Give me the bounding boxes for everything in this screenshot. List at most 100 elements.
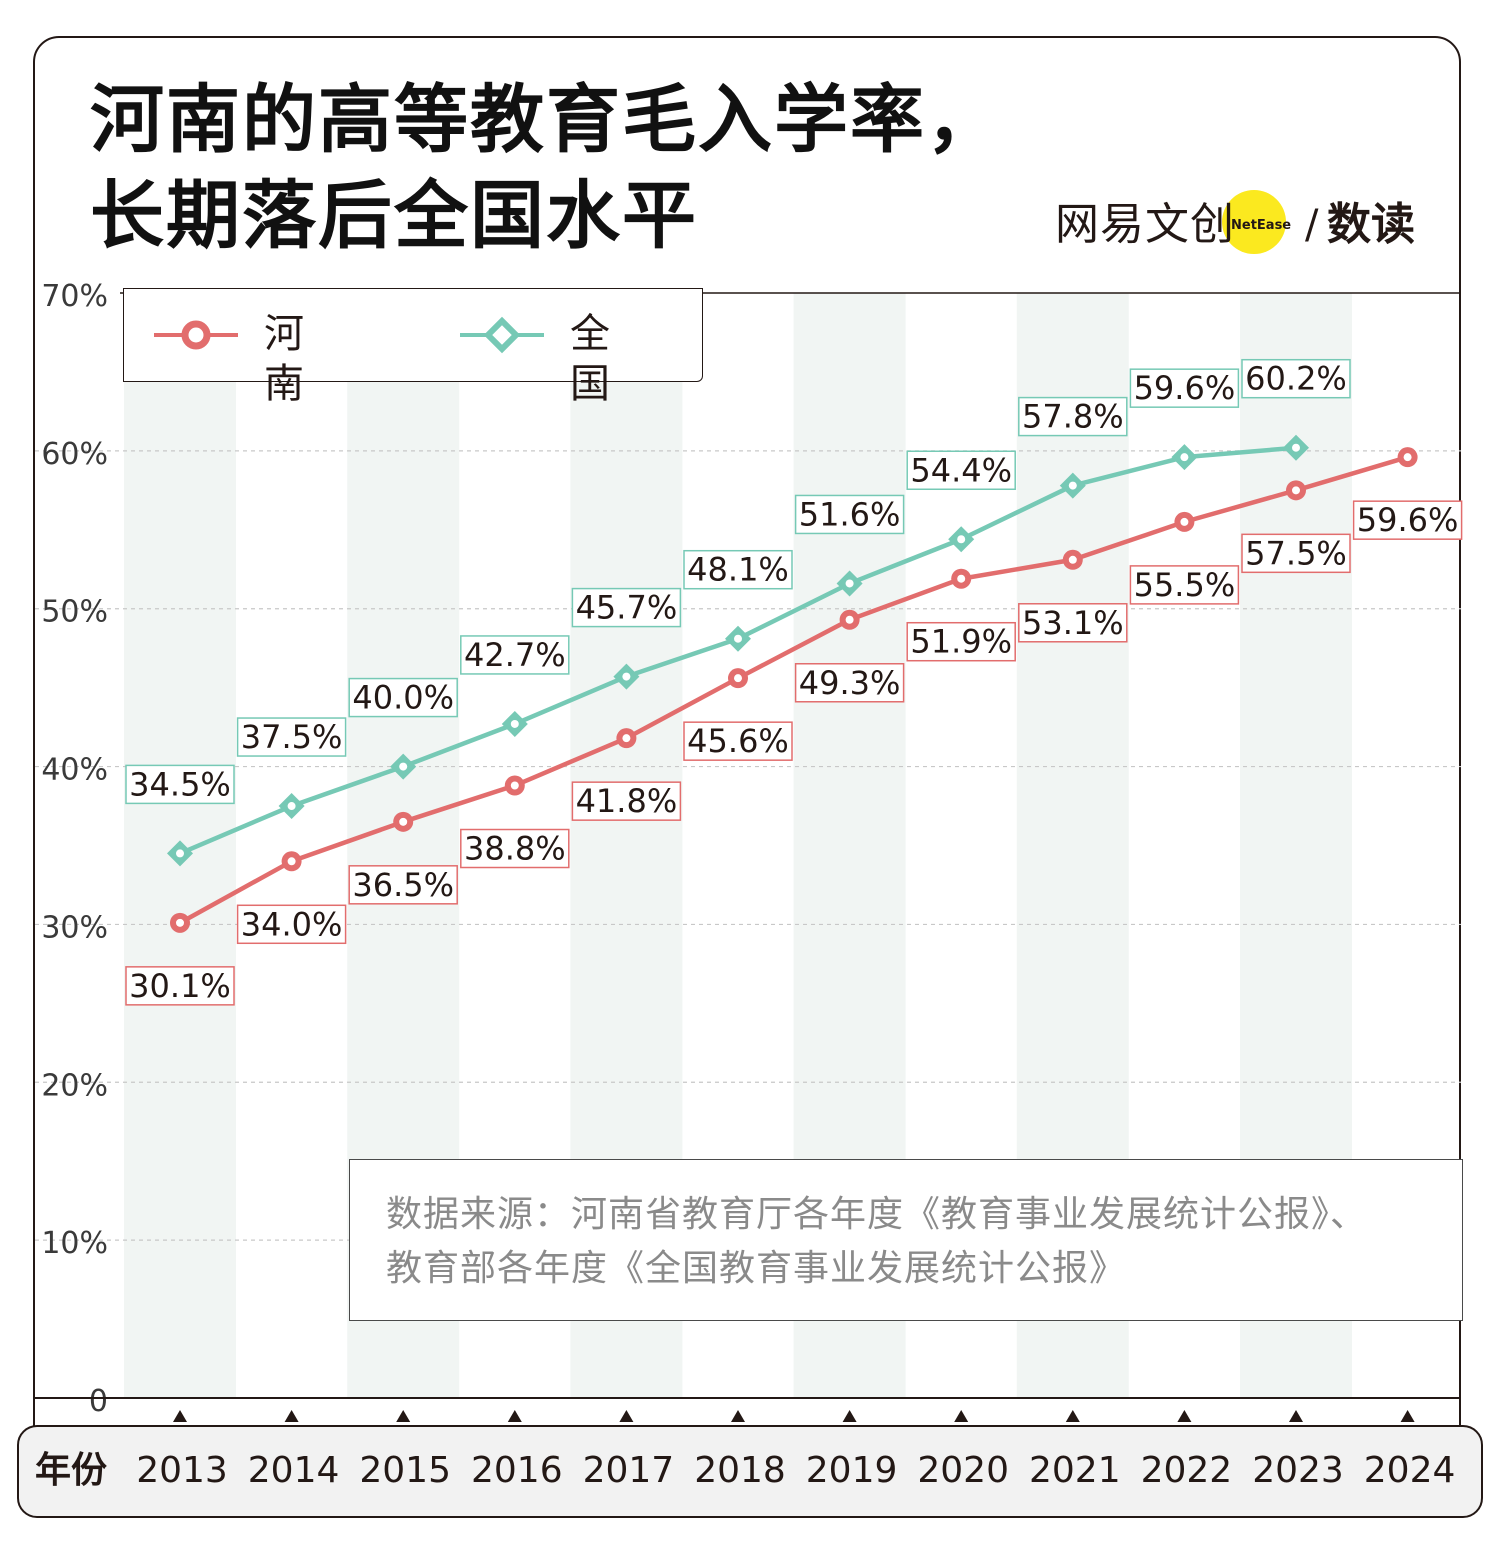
x-tick-marker — [284, 1410, 299, 1422]
data-label-box — [1129, 368, 1240, 408]
data-label: 38.8% — [464, 830, 566, 868]
x-tick-marker — [731, 1410, 745, 1422]
data-label-box — [1129, 565, 1240, 605]
x-tick-marker — [396, 1410, 411, 1422]
x-tick-marker — [507, 1410, 522, 1422]
x-axis-bar: 年份 2013 2014 2015 2016 2017 2018 2019 2020 2021 2… — [17, 1425, 1483, 1518]
x-tick-label: 2024 — [1363, 1450, 1456, 1491]
brand-netease: NetEase — [1231, 218, 1292, 233]
data-label: 53.1% — [1022, 604, 1124, 642]
x-tick-marker — [1177, 1410, 1192, 1422]
data-label-box — [906, 450, 1016, 491]
data-label-box — [794, 663, 905, 703]
x-tick-label: 2022 — [1140, 1450, 1233, 1491]
data-label-box — [460, 635, 570, 675]
data-label-box — [125, 966, 235, 1006]
legend: 河南 全国 — [123, 288, 703, 407]
data-point-center — [622, 672, 631, 681]
data-label: 57.5% — [1245, 534, 1347, 572]
data-point-center — [622, 734, 631, 743]
data-label-box — [236, 717, 347, 757]
data-label-box — [1018, 396, 1128, 437]
data-point-center — [1180, 517, 1189, 526]
y-tick-label: 30% — [41, 910, 108, 945]
data-label: 45.6% — [687, 722, 789, 760]
legend-item-national: 全国 — [458, 307, 610, 407]
data-label-box — [794, 494, 905, 535]
y-tick-label: 70% — [41, 279, 108, 314]
brand-name: 网易文创 — [1055, 199, 1235, 250]
data-point-center — [287, 857, 296, 866]
brand-logo: 网易文创 NetEase / 数读 — [1055, 190, 1435, 260]
data-label: 51.9% — [910, 623, 1012, 661]
title-line-2: 长期落后全国水平 — [90, 173, 698, 259]
data-label-box — [348, 677, 458, 718]
chart-title: 河南的高等教育毛入学率， 长期落后全国水平 — [90, 72, 1002, 264]
data-label: 30.1% — [129, 967, 231, 1005]
y-tick-label: 60% — [41, 437, 108, 472]
data-label: 55.5% — [1134, 566, 1236, 604]
data-point-center — [957, 535, 966, 544]
x-tick-label: 2023 — [1252, 1450, 1344, 1491]
brand-slash: / — [1305, 202, 1319, 248]
brand-sub: 数读 — [1327, 199, 1415, 250]
data-point-center — [1403, 453, 1412, 462]
data-label-box — [460, 828, 570, 869]
data-label: 54.4% — [910, 451, 1012, 489]
data-label: 59.6% — [1134, 369, 1236, 407]
data-label-box — [906, 621, 1016, 662]
x-tick-label: 2013 — [136, 1450, 228, 1491]
y-tick-label: 0 — [89, 1384, 108, 1419]
data-label: 34.5% — [129, 765, 231, 803]
data-point-center — [287, 802, 296, 811]
data-label: 57.8% — [1022, 398, 1124, 436]
x-tick-marker — [842, 1410, 857, 1422]
data-point-center — [734, 674, 742, 683]
x-tick-label: 2015 — [359, 1450, 451, 1491]
x-tick-marker — [619, 1410, 634, 1422]
data-label: 60.2% — [1245, 360, 1347, 398]
data-label-box — [683, 549, 793, 590]
data-point-center — [845, 579, 854, 588]
x-tick-label: 2018 — [694, 1450, 786, 1491]
series-line-0 — [178, 455, 1409, 925]
data-label: 59.6% — [1357, 501, 1459, 539]
data-label: 49.3% — [799, 664, 901, 702]
x-tick-label: 2014 — [247, 1450, 340, 1491]
x-tick-label: 2021 — [1028, 1450, 1121, 1491]
data-point-center — [176, 849, 184, 858]
data-label: 42.7% — [464, 636, 566, 674]
x-tick-marker — [954, 1410, 969, 1422]
source-line-2: 教育部各年度《全国教育事业发展统计公报》 — [386, 1248, 1127, 1289]
data-label-box — [571, 587, 682, 628]
x-tick-label: 2017 — [582, 1450, 675, 1491]
source-line-1: 数据来源：河南省教育厅各年度《教育事业发展统计公报》、 — [386, 1194, 1368, 1235]
data-point-center — [845, 615, 854, 624]
data-label-box — [1018, 603, 1128, 643]
data-label-box — [1241, 358, 1351, 399]
data-point-center — [399, 817, 408, 826]
data-point-center — [734, 634, 742, 643]
legend-label-henan: 河南 — [264, 311, 304, 407]
data-point-center — [1180, 453, 1189, 462]
brand-dot-icon — [1222, 190, 1286, 254]
legend-diamond-marker-icon — [460, 316, 544, 354]
data-label-box — [683, 721, 793, 761]
y-tick-label: 10% — [41, 1226, 108, 1261]
data-label: 40.0% — [352, 679, 454, 717]
data-label-box — [1241, 533, 1351, 574]
data-point-center — [399, 762, 408, 771]
data-label-box — [125, 764, 235, 805]
title-line-1: 河南的高等教育毛入学率， — [90, 77, 1002, 163]
data-label-box — [348, 865, 458, 905]
legend-label-national: 全国 — [570, 311, 610, 407]
x-tick-marker — [1289, 1410, 1303, 1422]
data-label: 51.6% — [799, 495, 901, 533]
data-point-center — [510, 719, 519, 728]
data-point-center — [1068, 555, 1077, 564]
x-axis-title: 年份 — [35, 1450, 108, 1491]
data-label: 34.0% — [241, 905, 343, 943]
data-label: 37.5% — [241, 718, 343, 756]
x-tick-label: 2019 — [805, 1450, 898, 1491]
data-label: 45.7% — [576, 589, 678, 627]
